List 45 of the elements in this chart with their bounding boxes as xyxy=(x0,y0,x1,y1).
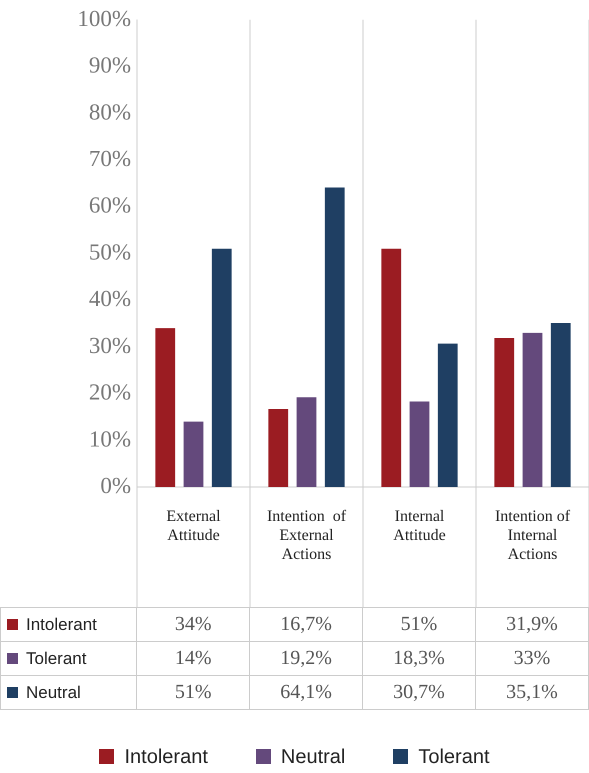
data-label: 51% xyxy=(362,608,476,642)
data-label: 34% xyxy=(136,608,250,642)
data-label: 31,9% xyxy=(475,608,588,642)
bar xyxy=(324,188,345,487)
bar xyxy=(268,408,288,487)
y-tick-label: 70% xyxy=(88,146,131,172)
bar xyxy=(550,323,571,487)
legend-label: Neutral xyxy=(280,746,346,769)
text: Tolerant xyxy=(0,642,137,676)
data-label: 30,7% xyxy=(362,676,476,710)
legend-label: Tolerant xyxy=(417,746,490,769)
data-label: 18,3% xyxy=(362,642,476,676)
y-tick-label: 100% xyxy=(77,6,131,31)
y-tick-label: 90% xyxy=(88,52,131,78)
data-label: 64,1% xyxy=(250,676,363,710)
data-label: 16,7% xyxy=(250,608,363,642)
bar xyxy=(438,344,458,487)
bar xyxy=(522,332,542,487)
bar xyxy=(410,402,430,487)
x-tick-label: Intention of External Actions xyxy=(266,508,347,564)
text: Intolerant xyxy=(0,608,137,642)
x-tick-label: Intention of Internal Actions xyxy=(494,508,571,564)
data-label: 14% xyxy=(136,642,250,676)
y-tick-label: 10% xyxy=(88,426,131,452)
y-tick-label: 0% xyxy=(100,473,131,498)
data-label: 35,1% xyxy=(475,676,588,710)
x-tick-label: External Attitude xyxy=(166,508,222,544)
bar xyxy=(494,338,514,487)
data-label: 19,2% xyxy=(250,642,363,676)
y-tick-label: 30% xyxy=(88,332,131,358)
bar xyxy=(296,397,316,487)
y-tick-label: 60% xyxy=(88,192,131,218)
bar xyxy=(212,248,232,487)
bar xyxy=(184,422,204,487)
y-tick-label: 40% xyxy=(88,286,131,312)
legend-label: Intolerant xyxy=(123,746,208,769)
y-tick-label: 20% xyxy=(88,380,131,405)
text: Neutral xyxy=(0,676,137,710)
bar xyxy=(155,328,176,487)
y-tick-label: 50% xyxy=(88,239,131,264)
x-tick-label: Internal Attitude xyxy=(393,508,446,544)
y-tick-label: 80% xyxy=(88,99,131,124)
data-label: 33% xyxy=(475,642,588,676)
data-label: 51% xyxy=(136,676,250,710)
bar xyxy=(381,248,402,487)
